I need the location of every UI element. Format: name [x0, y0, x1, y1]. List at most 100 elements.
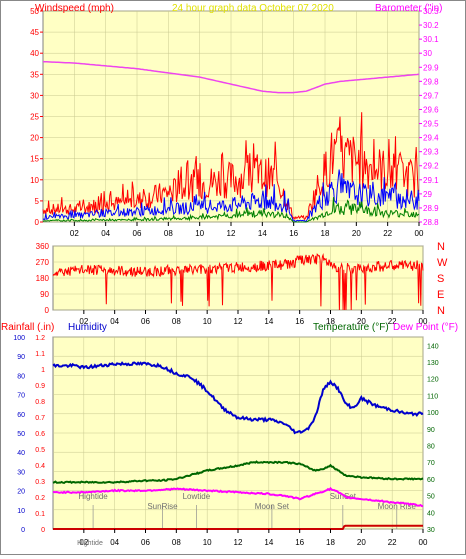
x-tick-label: 00 — [419, 538, 428, 547]
annotation-label: Moon Set — [255, 502, 290, 511]
temperature-tick-label: 90 — [427, 427, 435, 434]
humidity-tick-label: 0 — [21, 527, 25, 534]
x-tick-label: 02 — [79, 538, 88, 547]
temperature-tick-label: 140 — [427, 343, 439, 350]
x-tick-label: 06 — [141, 317, 150, 326]
rainfall-tick-label: 0 — [41, 527, 45, 534]
humidity-axis-label: Humidity — [68, 322, 107, 333]
windspeed-axis-label: Windspeed (mph) — [35, 3, 114, 14]
graph-title: 24 hour graph data October 07 2020 — [172, 3, 334, 14]
humidity-tick-label: 60 — [17, 412, 25, 419]
x-tick-label: 04 — [110, 317, 119, 326]
humidity-tick-label: 10 — [17, 508, 25, 515]
compass-label: S — [437, 273, 444, 285]
x-tick-label: 22 — [388, 317, 397, 326]
rainfall-tick-label: 0.7 — [35, 415, 45, 422]
barometer-tick-label: 29.9 — [423, 63, 439, 72]
x-tick-label: 12 — [234, 538, 243, 547]
annotation-label: SunSet — [330, 492, 357, 501]
windspeed-tick-label: 35 — [30, 70, 39, 79]
barometer-tick-label: 30.1 — [423, 35, 439, 44]
x-tick-label: 02 — [79, 317, 88, 326]
x-tick-label: 18 — [326, 317, 335, 326]
x-tick-label: 08 — [172, 317, 181, 326]
annotation-label: Moon Rise — [378, 502, 417, 511]
humidity-tick-label: 20 — [17, 489, 25, 496]
compass-label: E — [437, 289, 444, 301]
humidity-tick-label: 50 — [17, 431, 25, 438]
annotation-label: Hightide — [77, 540, 103, 547]
x-tick-label: 14 — [264, 317, 273, 326]
rainfall-tick-label: 1.1 — [35, 351, 45, 358]
barometer-tick-label: 29.7 — [423, 91, 439, 100]
rainfall-axis-label: Rainfall (.in) — [1, 322, 54, 333]
wind-barometer-panel: 0 5 10 15 20 25 30 35 40 45 50 28.8 28.9 29 29.1 29.2 2… — [30, 3, 442, 238]
barometer-axis-label: Barometer ("in) — [375, 3, 442, 14]
annotation-label: Hightide — [78, 492, 108, 501]
x-tick-label: 04 — [110, 538, 119, 547]
temperature-tick-label: 130 — [427, 360, 439, 367]
windspeed-tick-label: 15 — [30, 155, 39, 164]
humidity-tick-label: 90 — [17, 354, 25, 361]
x-tick-label: 14 — [258, 229, 267, 238]
rainfall-tick-label: 0.2 — [35, 495, 45, 502]
barometer-tick-label: 28.8 — [423, 218, 439, 227]
barometer-tick-label: 28.9 — [423, 204, 439, 213]
temperature-tick-label: 70 — [427, 460, 435, 467]
annotation-label: Lowtide — [183, 492, 211, 501]
rainfall-tick-label: 0.5 — [35, 447, 45, 454]
temperature-tick-label: 60 — [427, 477, 435, 484]
compass-label: N — [437, 305, 445, 317]
barometer-tick-label: 29.5 — [423, 120, 439, 129]
x-tick-label: 22 — [383, 229, 392, 238]
rainfall-tick-label: 0.9 — [35, 383, 45, 390]
x-tick-label: 12 — [234, 317, 243, 326]
temperature-tick-label: 100 — [427, 410, 439, 417]
x-tick-label: 20 — [357, 317, 366, 326]
barometer-tick-label: 29.2 — [423, 162, 439, 171]
series-humidity-line — [52, 361, 424, 435]
windspeed-tick-label: 5 — [35, 197, 40, 206]
rainfall-tick-label: 0.1 — [35, 511, 45, 518]
rainfall-tick-label: 0.6 — [35, 431, 45, 438]
temperature-tick-label: 50 — [427, 494, 435, 501]
x-tick-label: 08 — [164, 229, 173, 238]
rainfall-tick-label: 0.4 — [35, 463, 45, 470]
humidity-tick-label: 100 — [13, 335, 25, 342]
windspeed-tick-label: 45 — [30, 28, 39, 37]
barometer-tick-label: 29.3 — [423, 148, 439, 157]
barometer-tick-label: 29 — [423, 190, 432, 199]
x-tick-label: 06 — [141, 538, 150, 547]
x-tick-label: 00 — [415, 229, 424, 238]
barometer-tick-label: 29.1 — [423, 176, 439, 185]
windspeed-tick-label: 50 — [30, 7, 39, 16]
annotation-label: SunRise — [147, 502, 178, 511]
x-tick-label: 18 — [326, 538, 335, 547]
compass-label: W — [437, 257, 448, 269]
rain-humidity-temp-panel: Hightide SunRise Lowtide Moon Set SunSet Moon… — [1, 322, 458, 547]
rainfall-tick-label: 0.3 — [35, 479, 45, 486]
x-tick-label: 04 — [101, 229, 110, 238]
windspeed-tick-label: 25 — [30, 113, 39, 122]
barometer-tick-label: 30.3 — [423, 7, 439, 16]
x-tick-label: 10 — [203, 538, 212, 547]
series-barometer-line — [42, 60, 420, 94]
x-tick-label: 22 — [388, 538, 397, 547]
rainfall-tick-label: 1.2 — [35, 335, 45, 342]
temperature-tick-label: 30 — [427, 527, 435, 534]
x-tick-label: 20 — [352, 229, 361, 238]
series-dewpoint-line — [52, 486, 424, 508]
temperature-tick-label: 120 — [427, 377, 439, 384]
windspeed-tick-label: 30 — [30, 91, 39, 100]
x-tick-label: 16 — [295, 317, 304, 326]
barometer-tick-label: 30.2 — [423, 21, 439, 30]
direction-tick-label: 360 — [36, 242, 50, 251]
series-direction-line — [52, 252, 424, 311]
direction-tick-label: 0 — [45, 306, 50, 315]
x-tick-label: 10 — [195, 229, 204, 238]
barometer-tick-label: 29.6 — [423, 105, 439, 114]
x-tick-label: 16 — [289, 229, 298, 238]
